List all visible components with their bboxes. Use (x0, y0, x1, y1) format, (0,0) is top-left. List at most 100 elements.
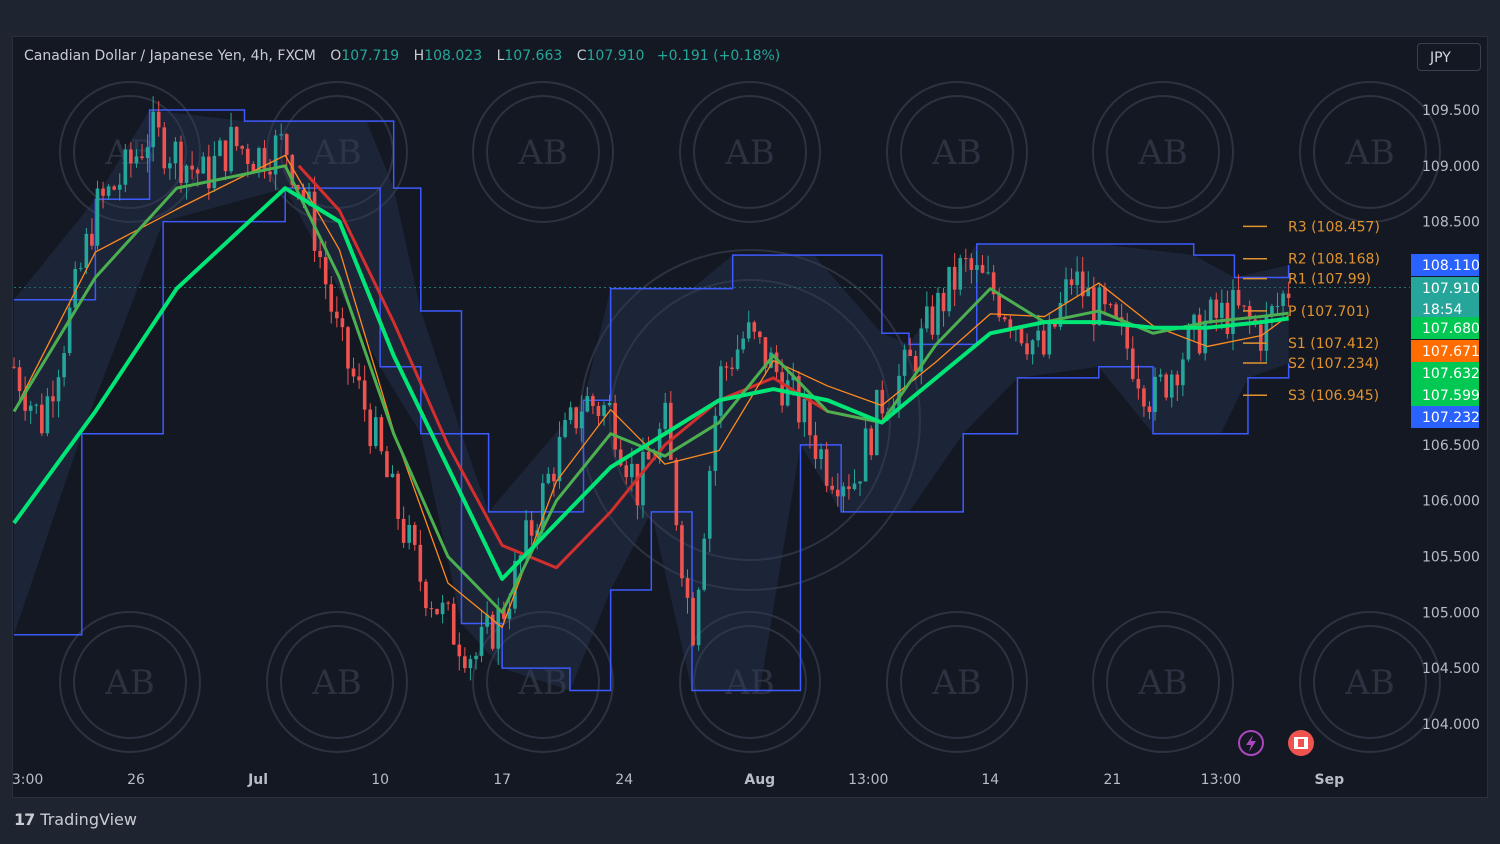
pivot-label-p: P (107.701) (1288, 304, 1370, 320)
candle-body (485, 614, 489, 627)
candle-body (1064, 279, 1068, 303)
candle-body (802, 399, 807, 423)
candle-body (1041, 330, 1046, 355)
lightning-event-icon[interactable] (1238, 730, 1264, 756)
candle-body (913, 355, 918, 372)
candle-body (373, 417, 378, 447)
candle-body (424, 581, 428, 609)
y-tick-label: 104.000 (1422, 717, 1480, 733)
watermark-seal-inner (1106, 625, 1220, 739)
watermark-seal-inner (486, 625, 600, 739)
countdown-tag (1411, 299, 1479, 319)
tradingview-brand[interactable]: 17 TradingView (14, 810, 137, 829)
candle-body (758, 331, 762, 338)
candle-body (1192, 314, 1196, 327)
candle-body (691, 597, 695, 646)
watermark-seal-inner (1313, 625, 1427, 739)
watermark-text: AB (1137, 663, 1188, 703)
candle-body (12, 366, 16, 368)
candle-body (763, 337, 768, 368)
candle-body (229, 126, 233, 172)
watermark-seal (886, 611, 1028, 753)
pivot-label-r3: R3 (108.457) (1288, 219, 1380, 235)
candle-body (362, 380, 367, 410)
candle-body (819, 449, 823, 459)
candle-body (936, 292, 940, 335)
candle-body (975, 265, 979, 270)
watermark-seal-inner (900, 625, 1014, 739)
candle-body (1242, 305, 1246, 307)
candle-body (591, 396, 595, 406)
candle-body (1158, 374, 1163, 377)
candle-body (780, 372, 784, 406)
candle-body (1286, 293, 1291, 298)
candle-body (23, 391, 27, 411)
candle-body (997, 294, 1002, 318)
watermark-seal (59, 611, 201, 753)
candle-body (1225, 302, 1230, 335)
upper-band-line (14, 109, 1290, 513)
candle-body (463, 656, 467, 669)
symbol-name[interactable]: Canadian Dollar / Japanese Yen, 4h, FXCM (24, 48, 316, 64)
candle-body (234, 126, 239, 147)
candle-body (62, 353, 66, 378)
candle-body (351, 368, 356, 377)
watermark-seal-inner (73, 625, 187, 739)
candle-body (847, 486, 851, 490)
maple-leaf-icon (1298, 739, 1304, 747)
watermark-text: AB (1137, 133, 1188, 173)
candle-body (1147, 406, 1152, 413)
candle-body (296, 184, 300, 190)
lower-band-line (14, 187, 1290, 692)
candle-body (1259, 324, 1263, 351)
currency-button[interactable]: JPY (1417, 43, 1481, 71)
candle-body (507, 608, 512, 619)
candle-body (813, 435, 818, 459)
candle-body (657, 428, 662, 459)
watermark-seal (59, 81, 201, 223)
watermark-seal (472, 611, 614, 753)
candle-body (869, 428, 873, 456)
x-tick-label: 10 (371, 772, 389, 788)
candle-body (468, 659, 473, 669)
price-tags: 108.110 107.910 18:54 107.680 107.671 107.632… (1411, 254, 1480, 428)
candle-body (1108, 304, 1113, 306)
y-tick-label: 105.000 (1422, 605, 1480, 621)
candle-body (457, 644, 462, 657)
close-value: 107.910 (586, 48, 645, 64)
candle-body (156, 111, 161, 128)
candle-body (129, 149, 133, 164)
candle-body (1047, 321, 1052, 355)
candle-body (1103, 287, 1107, 305)
event-icons (1238, 730, 1314, 756)
candle-body (696, 589, 701, 646)
candle-body (1275, 306, 1280, 308)
candle-body (1169, 374, 1174, 398)
candle-body (78, 268, 83, 270)
candle-body (117, 184, 122, 190)
close-label: C (576, 48, 587, 64)
watermark-text: AB (724, 663, 775, 703)
candle-body (162, 127, 167, 169)
watermark-text: AB (931, 133, 982, 173)
price-tag-label: 107.632 (1422, 366, 1480, 382)
candle-body (1231, 289, 1235, 335)
candle-body (106, 186, 111, 196)
candle-body (323, 257, 328, 285)
candle-body (145, 147, 150, 159)
candle-body (479, 626, 484, 656)
watermark-seal-inner (693, 625, 807, 739)
x-tick-label: Sep (1315, 772, 1345, 788)
y-axis: 109.500 109.000 108.500 106.500 106.000 105.5… (1422, 103, 1480, 733)
candle-body (1069, 279, 1074, 286)
candle-body (835, 489, 840, 497)
candle-body (195, 169, 200, 174)
candle-body (451, 603, 456, 645)
candle-body (223, 140, 228, 172)
watermark-text: AB (517, 663, 568, 703)
watermark-center-seal-inner (609, 279, 891, 561)
candle-body (1164, 374, 1168, 398)
candle-body (1008, 319, 1013, 331)
candle-body (1019, 328, 1024, 344)
